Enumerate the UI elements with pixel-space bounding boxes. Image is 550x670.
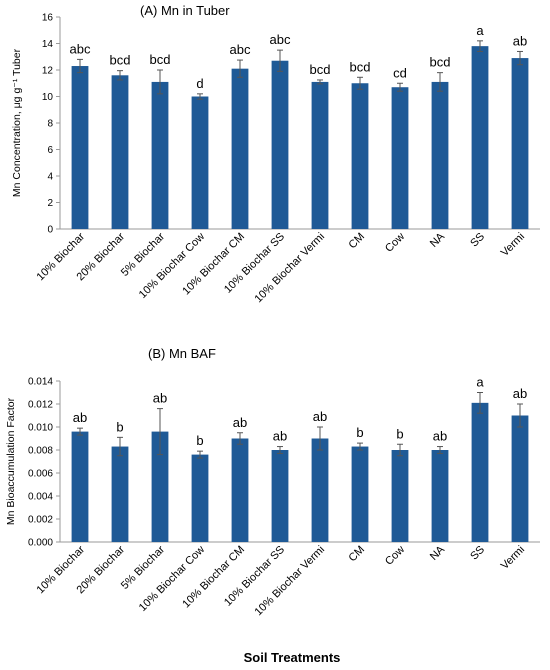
- bar: [231, 68, 249, 229]
- x-tick-label: NA: [428, 230, 448, 250]
- bar: [391, 87, 409, 229]
- y-tick-label: 10: [42, 92, 54, 103]
- bar: [191, 454, 209, 542]
- y-tick-label: 0.006: [28, 469, 53, 480]
- chart-a-mn-tuber: (A) Mn in Tuber Mn Concentration, μg g⁻¹ …: [11, 3, 540, 305]
- y-tick-label: 0.002: [28, 515, 53, 526]
- bar: [351, 83, 369, 229]
- bar: [71, 431, 89, 542]
- significance-label: abc: [230, 42, 251, 57]
- bar: [471, 402, 489, 542]
- significance-label: ab: [313, 409, 327, 424]
- significance-label: b: [396, 426, 403, 441]
- bar: [511, 58, 529, 230]
- chart-title: (A) Mn in Tuber: [140, 3, 230, 18]
- significance-label: ab: [433, 429, 447, 444]
- y-tick-label: 0.008: [28, 446, 53, 457]
- bar: [311, 438, 329, 542]
- bar: [431, 81, 449, 229]
- bar: [471, 46, 489, 230]
- x-tick-label: 10% Biochar Vermi: [252, 544, 327, 619]
- bar: [151, 81, 169, 229]
- y-tick-label: 4: [47, 172, 53, 183]
- y-tick-label: 0.014: [28, 377, 53, 388]
- significance-label: ab: [513, 33, 527, 48]
- x-tick-label: Vermi: [499, 231, 527, 259]
- significance-label: bcd: [430, 55, 451, 70]
- bar: [151, 431, 169, 542]
- y-tick-label: 0.004: [28, 492, 53, 503]
- bar: [271, 60, 289, 229]
- significance-label: bcd: [150, 52, 171, 67]
- significance-label: ab: [233, 415, 247, 430]
- y-tick-label: 0.012: [28, 400, 53, 411]
- significance-label: ab: [273, 429, 287, 444]
- x-tick-label: CM: [347, 544, 368, 565]
- x-tick-label: 10% Biochar Vermi: [252, 231, 327, 306]
- significance-label: a: [476, 23, 484, 38]
- bar: [271, 450, 289, 542]
- y-tick-label: 0.000: [28, 538, 53, 549]
- bar: [191, 96, 209, 229]
- bar: [111, 446, 129, 542]
- x-tick-label: Cow: [383, 231, 407, 255]
- significance-label: abc: [70, 41, 91, 56]
- significance-label: ab: [73, 410, 87, 425]
- x-tick-label: NA: [428, 543, 448, 563]
- bar: [351, 446, 369, 542]
- y-axis-label: Mn Concentration, μg g⁻¹ Tuber: [11, 48, 23, 197]
- x-tick-label: Vermi: [499, 544, 527, 572]
- y-tick-label: 8: [47, 119, 53, 130]
- bar: [311, 81, 329, 229]
- y-tick-label: 16: [42, 13, 54, 24]
- x-axis-title: Soil Treatments: [244, 650, 341, 665]
- significance-label: b: [356, 425, 363, 440]
- significance-label: bcd: [350, 59, 371, 74]
- significance-label: ab: [153, 391, 167, 406]
- significance-label: b: [116, 419, 123, 434]
- significance-label: bcd: [310, 62, 331, 77]
- bar: [71, 66, 89, 230]
- y-tick-label: 0.010: [28, 423, 53, 434]
- bar: [391, 450, 409, 542]
- y-tick-label: 2: [47, 198, 53, 209]
- significance-label: abc: [270, 32, 291, 47]
- x-tick-label: SS: [468, 231, 487, 250]
- significance-label: bcd: [110, 53, 131, 68]
- bar: [111, 75, 129, 229]
- x-tick-label: CM: [347, 231, 368, 252]
- y-tick-label: 14: [42, 39, 54, 50]
- y-tick-label: 12: [42, 66, 54, 77]
- bar: [511, 415, 529, 542]
- bar: [231, 438, 249, 542]
- x-tick-label: SS: [468, 544, 487, 563]
- bar: [431, 450, 449, 542]
- x-tick-label: Cow: [383, 544, 407, 568]
- significance-label: ab: [513, 386, 527, 401]
- significance-label: b: [196, 433, 203, 448]
- y-tick-label: 6: [47, 145, 53, 156]
- chart-title: (B) Mn BAF: [148, 346, 216, 361]
- significance-label: a: [476, 375, 484, 390]
- significance-label: cd: [393, 65, 407, 80]
- y-axis-label: Mn Bioaccumulation Factor: [5, 397, 17, 525]
- y-tick-label: 0: [47, 225, 53, 236]
- significance-label: d: [196, 76, 203, 91]
- chart-b-mn-baf: (B) Mn BAF Mn Bioaccumulation Factor 0.000…: [5, 346, 540, 618]
